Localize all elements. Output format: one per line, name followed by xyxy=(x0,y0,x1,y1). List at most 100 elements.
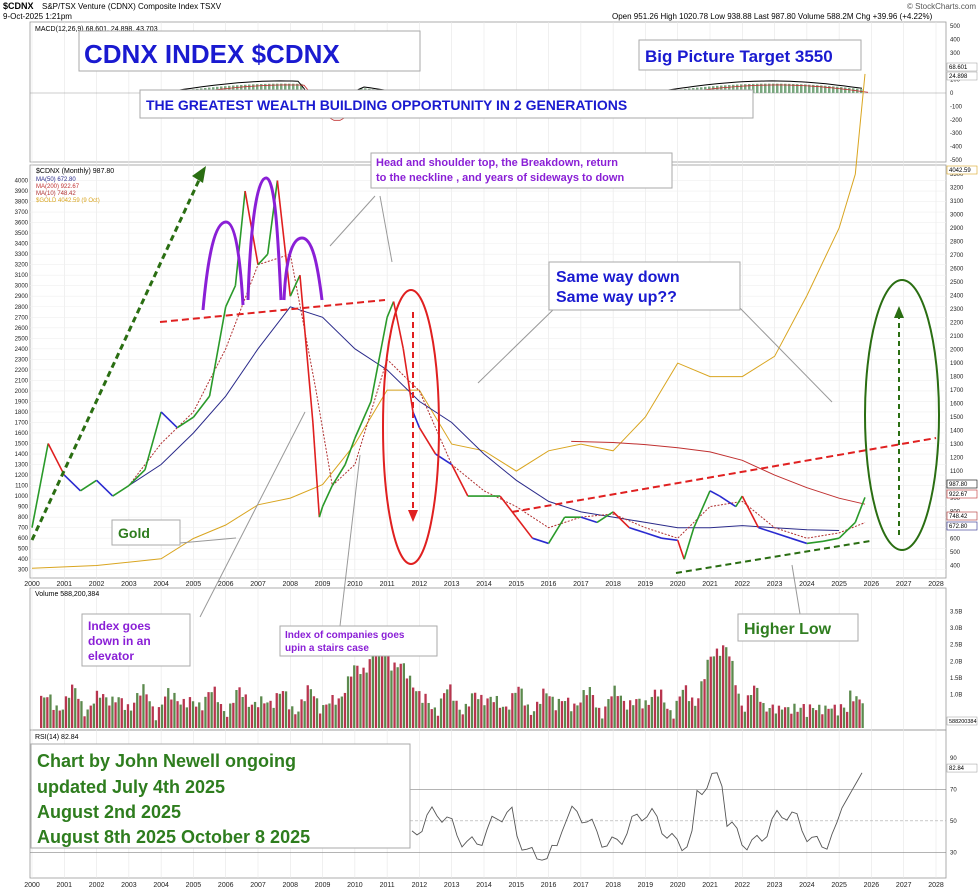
volume-bar xyxy=(114,702,117,728)
annotation-title: CDNX INDEX $CDNX xyxy=(84,39,340,69)
uptrend-arrow-line xyxy=(30,177,202,541)
volume-bar xyxy=(408,675,412,728)
price-right-tick: 1200 xyxy=(950,456,964,462)
macd-hist-bar xyxy=(268,83,271,93)
opportunity-box: THE GREATEST WEALTH BUILDING OPPORTUNITY… xyxy=(139,89,754,119)
volume-bar xyxy=(377,633,381,728)
price-left-tick: 3300 xyxy=(15,252,29,258)
macd-tick: -100 xyxy=(950,104,963,110)
price-left-tick: 1400 xyxy=(15,452,29,458)
series-cdnx-segment xyxy=(412,411,421,429)
price-right-tick: 900 xyxy=(950,496,961,502)
volume-bar xyxy=(312,696,316,728)
volume-bar xyxy=(452,700,455,728)
annotation-same-line1: Same way down xyxy=(556,269,680,286)
volume-bar xyxy=(765,711,768,728)
volume-bar xyxy=(647,704,650,728)
price-left-tick: 1800 xyxy=(15,410,29,416)
volume-bar xyxy=(669,710,672,728)
price-left-tick: 2900 xyxy=(15,294,29,300)
macd-hist-bar xyxy=(284,83,287,93)
volume-bar xyxy=(402,663,405,728)
year-tick-label-bottom: 2017 xyxy=(573,882,589,889)
volume-bar xyxy=(722,645,725,728)
volume-bar xyxy=(46,697,49,728)
series-cdnx-segment xyxy=(289,274,301,297)
volume-bar xyxy=(198,702,201,728)
volume-bar xyxy=(839,704,843,728)
breakdown-ellipse xyxy=(382,289,440,565)
volume-bar xyxy=(737,693,740,728)
volume-bar xyxy=(49,694,52,728)
series-ma50-line xyxy=(128,306,840,531)
series-cdnx-segment xyxy=(418,427,437,455)
macd-hist-bar xyxy=(728,85,731,93)
volume-bar xyxy=(836,715,839,728)
volume-bar xyxy=(294,714,297,728)
annotation-hs-line2: to the neckline , and years of sideways … xyxy=(376,172,624,184)
volume-bar xyxy=(111,696,114,728)
volume-bar xyxy=(182,698,185,728)
volume-bar xyxy=(629,700,632,728)
price-right-tick: 500 xyxy=(950,550,961,556)
macd-hist-bar xyxy=(848,87,851,93)
volume-bar xyxy=(520,688,523,728)
price-right-tick: 3200 xyxy=(950,186,964,192)
macd-hist-bar xyxy=(740,84,743,93)
macd-hist-bar xyxy=(776,83,779,93)
series-cdnx-segment xyxy=(112,484,130,497)
price-left-tick: 2600 xyxy=(15,326,29,332)
series-cdnx-segment xyxy=(160,411,178,429)
volume-bar xyxy=(390,670,393,728)
volume-bar xyxy=(396,667,399,728)
rsi-tick: 90 xyxy=(950,756,957,762)
pointer-higher-low xyxy=(791,564,801,615)
volume-bar xyxy=(821,714,824,728)
volume-bar xyxy=(585,695,588,728)
macd-hist-bar xyxy=(804,84,807,93)
volume-bar xyxy=(232,702,235,728)
series-cdnx-segment xyxy=(547,516,566,544)
series-cdnx-segment xyxy=(257,253,269,266)
volume-bar xyxy=(706,659,709,728)
macd-hist-bar xyxy=(272,83,275,93)
year-tick-label-bottom: 2013 xyxy=(444,882,460,889)
price-right-tick: 1100 xyxy=(950,469,964,475)
volume-bar xyxy=(204,696,207,728)
volume-bar xyxy=(393,662,396,728)
year-tick-label: 2022 xyxy=(734,581,750,588)
chart-date: 9-Oct-2025 1:21pm xyxy=(3,12,72,21)
legend-cdnx: $CDNX (Monthly) 987.80 xyxy=(36,168,114,175)
series-cdnx-segment xyxy=(276,180,292,297)
volume-bar xyxy=(725,647,728,728)
volume-bar xyxy=(98,697,102,728)
volume-bar xyxy=(802,704,805,728)
volume-bar xyxy=(588,687,591,728)
series-cdnx-segment xyxy=(790,537,808,545)
macd-hist-bar xyxy=(812,84,815,93)
macd-hist-bar xyxy=(820,85,823,93)
volume-tick: 2.5B xyxy=(950,643,962,649)
price-left-tick: 2400 xyxy=(15,347,29,353)
macd-hist-bar xyxy=(788,83,791,93)
price-right-tick: 2500 xyxy=(950,280,964,286)
macd-hist-bar xyxy=(744,84,747,93)
price-right-tick: 1300 xyxy=(950,442,964,448)
volume-bar xyxy=(613,685,616,728)
volume-bar xyxy=(557,698,560,728)
year-tick-label: 2027 xyxy=(896,581,912,588)
price-left-tick: 2800 xyxy=(15,305,29,311)
year-tick-label: 2011 xyxy=(380,581,395,588)
year-tick-label: 2021 xyxy=(702,581,718,588)
series-cdnx-segment xyxy=(693,490,711,528)
price-right-tick: 2100 xyxy=(950,334,964,340)
head-arc xyxy=(246,176,283,301)
macd-hist-bar xyxy=(836,86,839,93)
macd-right-badge xyxy=(946,71,978,81)
price-left-tick: 2000 xyxy=(15,389,29,395)
year-tick-label-bottom: 2011 xyxy=(380,882,395,889)
price-left-tick: 3400 xyxy=(15,242,29,248)
year-tick-label-bottom: 2009 xyxy=(315,882,331,889)
macd-right-badge xyxy=(946,62,978,72)
volume-bar xyxy=(123,709,126,728)
